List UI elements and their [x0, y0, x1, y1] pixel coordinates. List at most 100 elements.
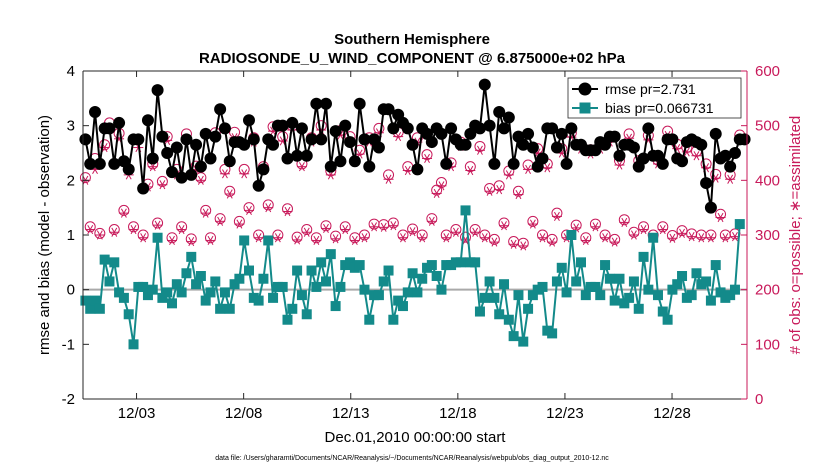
rmse-point [522, 127, 535, 140]
rmse-point [319, 97, 332, 110]
obs-possible-point [551, 207, 563, 219]
obs-assimilated-point [301, 227, 312, 237]
obs-assimilated-point [470, 227, 481, 237]
y-tick-label: 0 [67, 282, 75, 299]
bias-point [268, 292, 279, 303]
rmse-point [247, 133, 260, 146]
y-axis-ticks: -2 -1 0 1 2 3 4 [62, 63, 89, 408]
bias-point [234, 273, 245, 284]
bias-point [364, 314, 375, 325]
bias-point [167, 298, 178, 309]
obs-possible-point [705, 229, 717, 241]
obs-possible-point [99, 139, 111, 151]
obs-assimilated-point [383, 174, 394, 184]
rmse-point [209, 130, 222, 143]
obs-possible-point [84, 221, 96, 233]
obs-possible-point [464, 161, 476, 173]
obs-assimilated-point [253, 233, 264, 243]
bias-point [561, 287, 572, 298]
obs-assimilated-point [499, 221, 510, 231]
rmse-point [344, 136, 357, 149]
x-tick-label: 12/18 [439, 405, 477, 422]
bias-point [633, 303, 644, 314]
obs-assimilated-point [359, 233, 370, 243]
rmse-point [166, 166, 179, 179]
obs-assimilated-point [551, 211, 562, 221]
bias-point [306, 265, 317, 276]
bias-point [118, 292, 129, 303]
bias-point [556, 262, 567, 273]
obs-assimilated-point [513, 189, 524, 200]
bias-point [484, 276, 495, 287]
bias-point [686, 290, 697, 301]
bias-point [426, 260, 437, 271]
obs-assimilated-point [157, 180, 168, 190]
bias-point [229, 279, 240, 290]
obs-assimilated-point [282, 206, 293, 217]
obs-assimilated-point [580, 235, 591, 246]
rmse-point [305, 133, 318, 146]
bias-point [729, 284, 740, 295]
bias-point [397, 301, 408, 312]
bias-point [652, 290, 663, 301]
obs-assimilated-point [118, 208, 129, 218]
bias-point [128, 339, 139, 350]
obs-assimilated-point [619, 217, 630, 228]
bias-point [325, 249, 336, 260]
bias-point [292, 265, 303, 276]
obs-possible-point [310, 232, 322, 244]
obs-possible-point [253, 229, 265, 241]
rmse-point [728, 147, 741, 159]
obs-assimilated-point [696, 233, 707, 243]
rmse-point [445, 122, 458, 135]
rmse-point [185, 168, 198, 181]
rmse-point [536, 152, 549, 165]
rmse-point [642, 122, 655, 135]
obs-assimilated-point [508, 239, 519, 249]
rmse-point [719, 149, 732, 162]
obs-possible-point [488, 233, 500, 245]
obs-assimilated-point [638, 224, 649, 235]
obs-assimilated-point [527, 219, 538, 229]
rmse-point [676, 155, 689, 168]
obs-assimilated-point [128, 224, 139, 235]
bias-point [138, 281, 149, 292]
rmse-point [459, 138, 472, 151]
rmse-point [440, 157, 453, 170]
obs-possible-point [517, 237, 529, 249]
obs-assimilated-point [215, 216, 226, 226]
rmse-point [613, 149, 626, 162]
rmse-point [478, 78, 491, 91]
rmse-point [700, 177, 713, 190]
obs-assimilated-point [426, 216, 437, 226]
bias-point [628, 276, 639, 287]
obs-assimilated-point [152, 220, 163, 230]
bias-point [244, 265, 254, 276]
bias-point [205, 287, 216, 298]
bias-point [431, 271, 442, 281]
obs-possible-point [354, 144, 366, 156]
bias-point [662, 314, 673, 325]
obs-assimilated-point [720, 233, 731, 243]
bias-point [672, 279, 683, 290]
obs-assimilated-point [494, 185, 505, 195]
obs-possible-point [156, 175, 168, 187]
x-axis-ticks: 12/03 12/08 12/13 12/18 12/23 12/28 [118, 71, 691, 422]
bias-point [147, 284, 158, 295]
bias-point [412, 287, 423, 298]
bias-point [301, 309, 312, 320]
rmse-point [517, 138, 530, 151]
chart-title: Southern Hemisphere [334, 31, 490, 48]
bias-point [383, 265, 394, 276]
y2-tick-label: 500 [755, 118, 780, 135]
obs-possible-point [469, 224, 481, 236]
obs-assimilated-point [441, 233, 452, 243]
bias-point [162, 287, 173, 298]
obs-possible-point [589, 218, 601, 230]
bias-point [311, 281, 322, 292]
obs-possible-point [537, 229, 549, 241]
rmse-point [555, 127, 568, 140]
rmse-point [473, 122, 486, 135]
bias-point [195, 271, 206, 281]
